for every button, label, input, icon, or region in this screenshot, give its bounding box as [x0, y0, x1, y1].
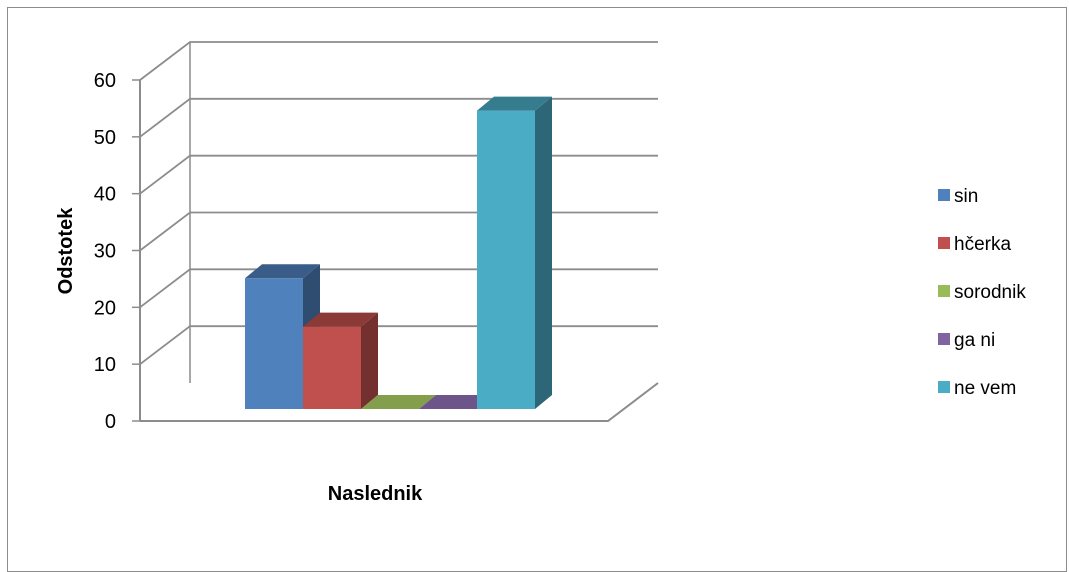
bars: [245, 96, 552, 409]
bar-side: [535, 96, 552, 409]
bar-top: [303, 312, 378, 327]
legend-label: sin: [954, 186, 978, 207]
legend-swatch: [938, 237, 950, 249]
legend-swatch: [938, 381, 950, 393]
bar-4: [419, 395, 494, 409]
y-tick-label: 40: [94, 184, 116, 206]
bar-top: [361, 395, 436, 409]
bar-3: [361, 395, 436, 409]
y-tick-label: 30: [94, 241, 116, 263]
y-tick-label: 60: [94, 70, 116, 92]
gridlines: [132, 41, 658, 422]
bar-front: [477, 110, 535, 409]
legend-label: sorodnik: [954, 282, 1026, 303]
bar-top: [245, 264, 320, 279]
bar-side: [361, 312, 378, 409]
gridline: [139, 97, 658, 138]
gridline: [139, 268, 658, 309]
y-tick-label: 0: [105, 411, 116, 433]
y-tick-label: 20: [94, 297, 116, 319]
y-axis-title: Odstotek: [55, 207, 77, 295]
y-tick-labels: 0 10 20 30 40 50 60: [94, 70, 116, 433]
y-tick-label: 50: [94, 127, 116, 149]
legend-label: hčerka: [954, 234, 1011, 255]
legend: sin hčerka sorodnik ga ni ne vem: [938, 186, 1026, 399]
legend-swatch: [938, 333, 950, 345]
gridline: [139, 154, 658, 195]
legend-swatch: [938, 189, 950, 201]
bar-front: [303, 326, 361, 409]
bar-top: [419, 395, 494, 409]
y-tick-label: 10: [94, 354, 116, 376]
bar-front: [245, 278, 303, 409]
legend-swatch: [938, 285, 950, 297]
floor-edge: [140, 382, 659, 422]
x-axis-title: Naslednik: [328, 483, 423, 505]
legend-label: ga ni: [954, 330, 995, 351]
bar-top: [477, 96, 552, 111]
bar-2: [303, 312, 378, 409]
gridline: [139, 211, 658, 252]
gridline: [139, 325, 658, 365]
legend-label: ne vem: [954, 378, 1016, 399]
bar-5: [477, 96, 552, 409]
gridline: [139, 41, 658, 81]
